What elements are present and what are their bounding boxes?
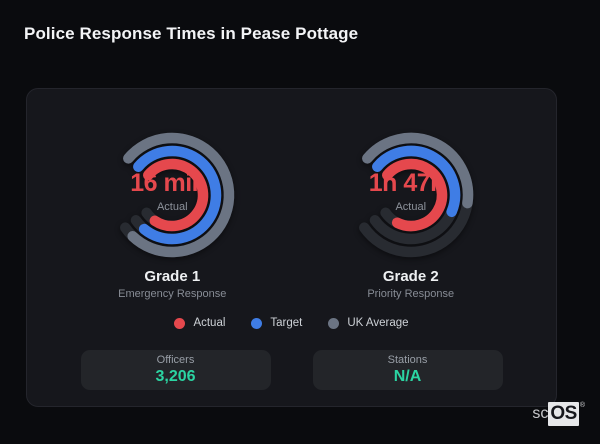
legend-item-uk-average[interactable]: UK Average — [328, 317, 409, 329]
gauge-column-grade-1: 16 min Actual Grade 1 Emergency Response — [53, 125, 292, 300]
grade-2-title: Grade 2 — [382, 268, 439, 285]
legend-label-target: Target — [270, 317, 303, 329]
grade-1-gauge-rings — [120, 132, 235, 258]
stats-row: Officers 3,206 Stations N/A — [27, 350, 556, 390]
uk-average-dot-icon — [328, 317, 340, 329]
legend-label-uk-average: UK Average — [347, 317, 409, 329]
gauges-row: 16 min Actual Grade 1 Emergency Response… — [27, 125, 556, 300]
grade-2-actual-value: 1h 47m — [368, 169, 440, 197]
gauge-column-grade-2: 1h 47m Actual Grade 2 Priority Response — [292, 125, 531, 300]
response-times-card: 16 min Actual Grade 1 Emergency Response… — [26, 88, 557, 407]
officers-stat-value: 3,206 — [155, 368, 196, 385]
officers-stat-card: Officers 3,206 — [80, 350, 271, 390]
grade-1-actual-value: 16 min — [130, 169, 202, 197]
legend-item-target[interactable]: Target — [251, 317, 302, 329]
grade-2-actual-label: Actual — [395, 201, 427, 213]
grade-2-gauge-chart: 1h 47m Actual — [341, 125, 481, 265]
officers-stat-label: Officers — [156, 354, 195, 366]
grade-1-subtitle: Emergency Response — [118, 288, 227, 300]
legend-label-actual: Actual — [193, 317, 226, 329]
scos-logo-box: OS — [548, 402, 579, 426]
grade-1-title: Grade 1 — [144, 268, 201, 285]
registered-trademark-icon: ® — [579, 402, 585, 409]
legend-item-actual[interactable]: Actual — [174, 317, 225, 329]
stations-stat-card: Stations N/A — [312, 350, 503, 390]
stations-stat-value: N/A — [393, 368, 422, 385]
scos-logo-prefix: sc — [532, 405, 549, 422]
grade-2-gauge-rings — [358, 132, 473, 258]
page-title: Police Response Times in Pease Pottage — [24, 24, 359, 43]
grade-1-actual-label: Actual — [156, 201, 188, 213]
actual-dot-icon — [174, 317, 186, 329]
grade-1-gauge-chart: 16 min Actual — [102, 125, 242, 265]
grade-2-subtitle: Priority Response — [367, 288, 455, 300]
scos-logo: sc OS ® — [532, 402, 585, 426]
target-dot-icon — [251, 317, 263, 329]
legend: Actual Target UK Average — [27, 317, 556, 329]
stations-stat-label: Stations — [387, 354, 428, 366]
